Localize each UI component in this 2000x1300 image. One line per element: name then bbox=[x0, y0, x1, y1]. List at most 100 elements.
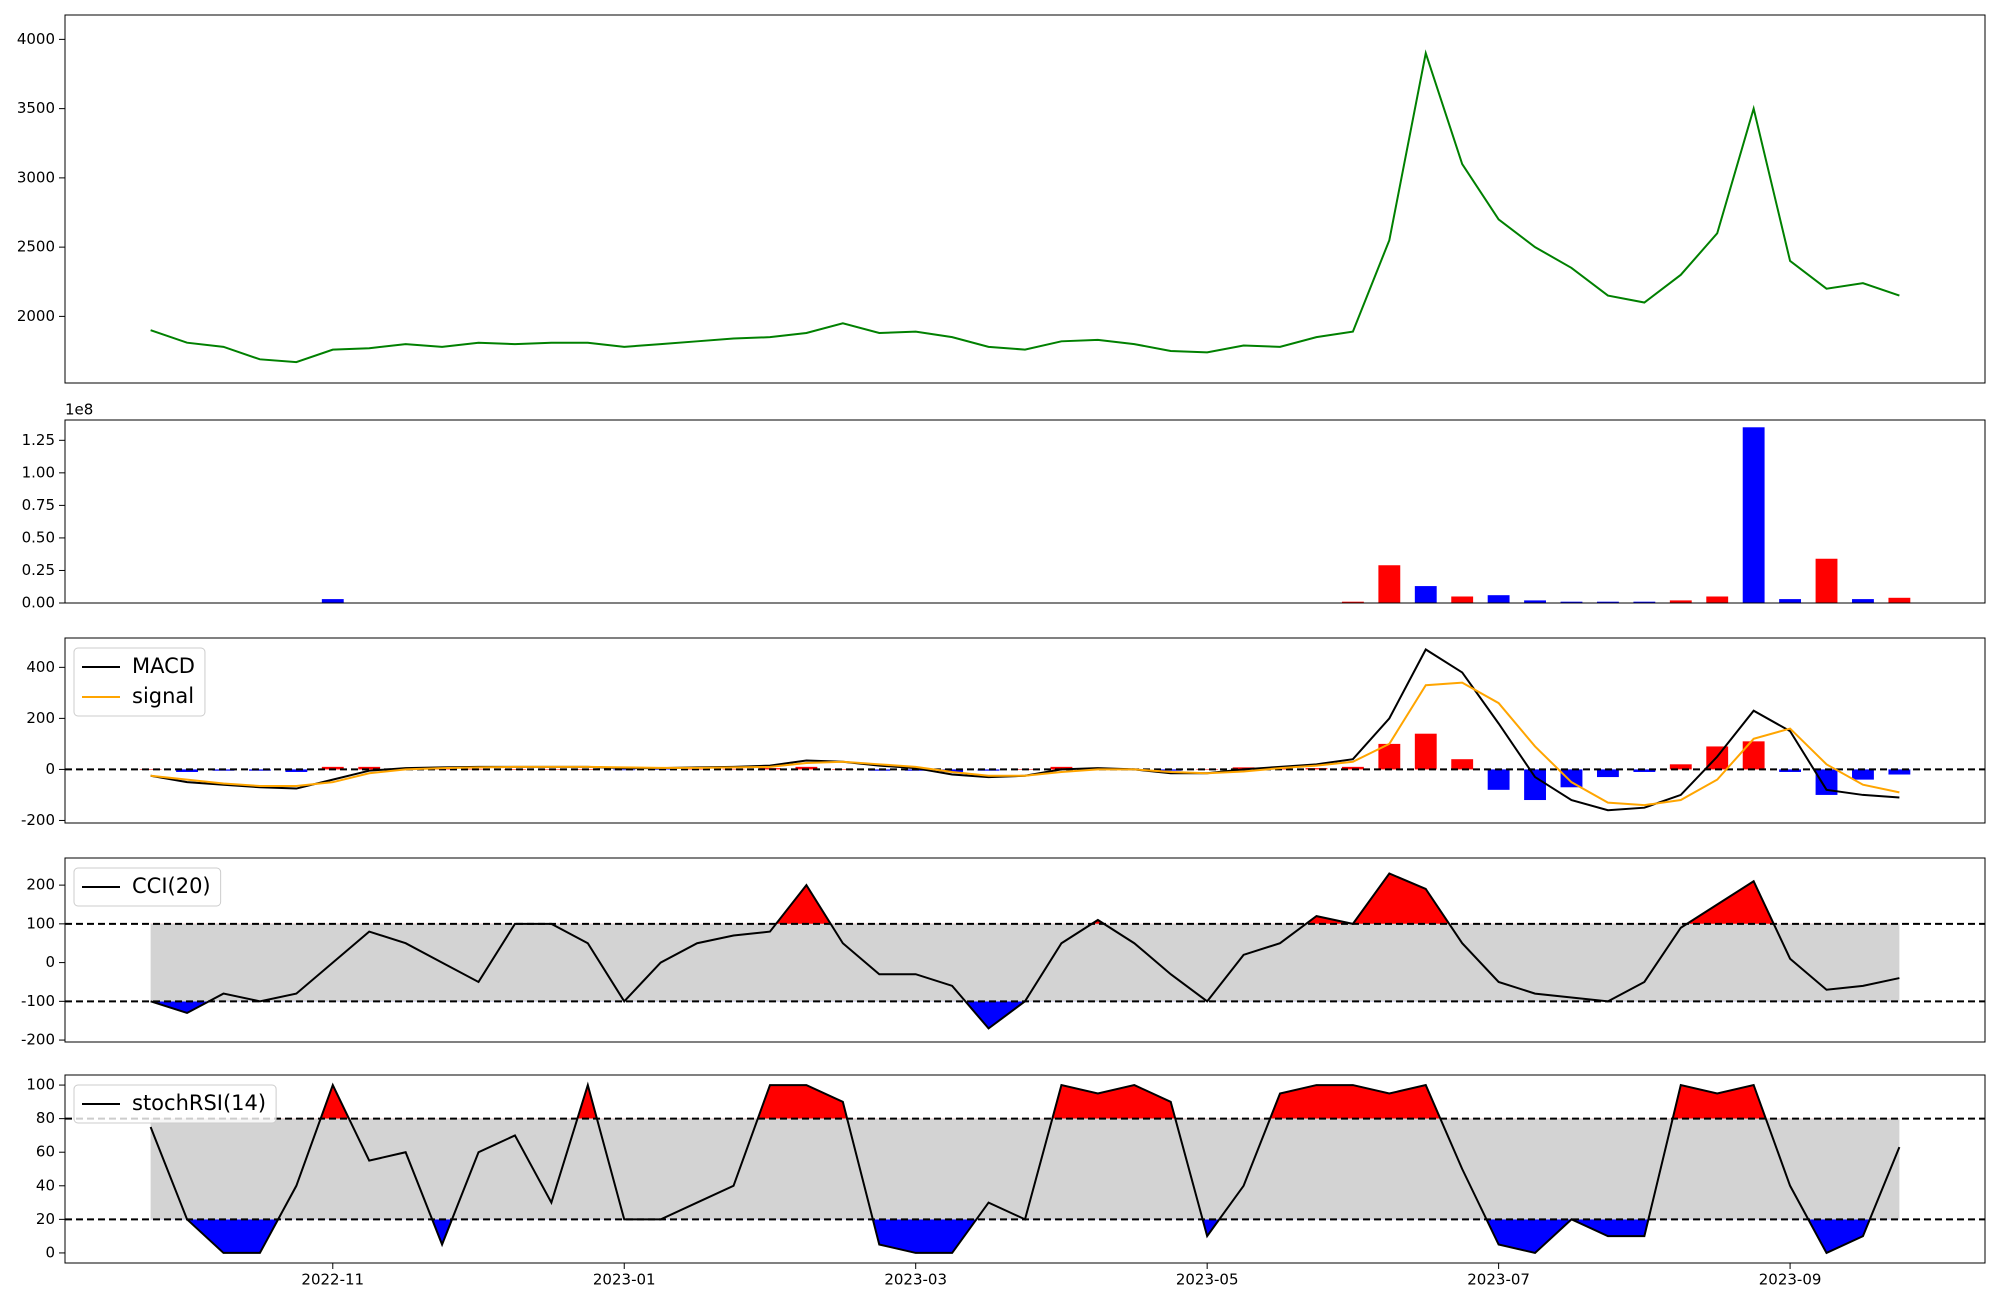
y-tick-label: 0 bbox=[45, 953, 55, 971]
oversold-fill bbox=[150, 1219, 1900, 1253]
x-tick-label: 2023-05 bbox=[1176, 1271, 1239, 1289]
y-tick-label: 3000 bbox=[17, 168, 55, 186]
legend-box bbox=[73, 1084, 277, 1124]
bar bbox=[977, 769, 1000, 771]
y-tick-label: -200 bbox=[21, 811, 55, 829]
bar bbox=[1487, 769, 1510, 790]
line bbox=[150, 49, 1900, 364]
y-tick-label: 4000 bbox=[17, 30, 55, 48]
y-tick-label: 3500 bbox=[17, 99, 55, 117]
bar bbox=[1852, 599, 1874, 603]
bar bbox=[1633, 601, 1656, 603]
bar bbox=[831, 769, 854, 770]
x-tick-label: 2023-01 bbox=[593, 1271, 656, 1289]
y-tick-label: 60 bbox=[36, 1143, 55, 1161]
y-tick-label: 0.00 bbox=[22, 594, 55, 612]
bar bbox=[1815, 769, 1838, 795]
bar bbox=[321, 599, 344, 603]
line bbox=[150, 648, 1900, 812]
x-tick-label: 2022-11 bbox=[301, 1271, 364, 1289]
bar bbox=[1852, 769, 1874, 780]
plot-frame bbox=[64, 637, 1986, 824]
bar bbox=[1560, 601, 1583, 603]
y-tick-label: 80 bbox=[36, 1109, 55, 1127]
bar bbox=[176, 769, 198, 772]
bar bbox=[321, 766, 344, 770]
bar bbox=[1232, 767, 1255, 770]
y-tick-label: 100 bbox=[26, 1076, 55, 1094]
legend-box bbox=[73, 867, 222, 907]
bar bbox=[1596, 769, 1619, 778]
bar bbox=[1341, 766, 1364, 770]
bar bbox=[1451, 759, 1474, 770]
bar bbox=[139, 769, 162, 770]
bar bbox=[1378, 743, 1401, 770]
bar bbox=[795, 766, 818, 770]
bar bbox=[1341, 601, 1364, 603]
bar bbox=[1378, 565, 1401, 603]
legend-label: stochRSI(14) bbox=[132, 1091, 266, 1115]
y-tick-label: 20 bbox=[36, 1210, 55, 1228]
legend-label: MACD bbox=[132, 654, 195, 678]
bar bbox=[1888, 769, 1911, 775]
overbought-fill bbox=[150, 873, 1900, 924]
band bbox=[150, 923, 1900, 1002]
bar bbox=[1888, 597, 1911, 603]
bar bbox=[248, 769, 271, 771]
bar bbox=[1742, 741, 1765, 770]
y-tick-label: 0.25 bbox=[22, 561, 55, 579]
bar bbox=[1596, 601, 1619, 603]
y-tick-label: 400 bbox=[26, 658, 55, 676]
bar bbox=[1050, 766, 1073, 770]
bar bbox=[358, 766, 381, 770]
overbought-fill bbox=[150, 1085, 1900, 1119]
y-tick-label: 40 bbox=[36, 1176, 55, 1194]
line bbox=[149, 1081, 1901, 1255]
bar bbox=[1524, 600, 1546, 603]
line bbox=[150, 681, 1900, 807]
y-tick-label: 0 bbox=[45, 760, 55, 778]
axis-offset-label: 1e8 bbox=[65, 401, 93, 419]
plot-frame bbox=[64, 857, 1986, 1043]
bar bbox=[1487, 595, 1510, 603]
x-tick-label: 2023-09 bbox=[1759, 1271, 1822, 1289]
bar bbox=[285, 769, 308, 772]
y-tick-label: 0.50 bbox=[22, 528, 55, 546]
bar bbox=[1451, 596, 1474, 603]
bar bbox=[1779, 769, 1802, 772]
x-tick-label: 2023-03 bbox=[884, 1271, 947, 1289]
y-tick-label: 200 bbox=[26, 876, 55, 894]
bar bbox=[1633, 769, 1656, 772]
bar bbox=[1742, 427, 1765, 603]
y-tick-label: 2000 bbox=[17, 307, 55, 325]
bar bbox=[1669, 600, 1692, 603]
band bbox=[150, 1118, 1900, 1220]
line bbox=[150, 872, 1900, 1030]
bar bbox=[1669, 764, 1692, 770]
bar bbox=[1706, 596, 1729, 603]
y-tick-label: 1.00 bbox=[22, 463, 55, 481]
y-tick-label: 0.75 bbox=[22, 496, 55, 514]
legend-label: signal bbox=[132, 684, 194, 708]
x-tick-label: 2023-07 bbox=[1467, 1271, 1530, 1289]
bar bbox=[941, 769, 964, 772]
bar bbox=[1815, 558, 1838, 603]
plot-frame bbox=[64, 14, 1986, 384]
bar bbox=[1414, 586, 1437, 603]
y-tick-label: 0 bbox=[45, 1243, 55, 1261]
legend-box bbox=[73, 647, 206, 717]
y-tick-label: 200 bbox=[26, 709, 55, 727]
bar bbox=[1524, 769, 1546, 801]
bar bbox=[613, 769, 636, 771]
plot-frame bbox=[64, 419, 1986, 604]
bar bbox=[1779, 599, 1802, 603]
bar bbox=[1305, 768, 1328, 770]
bar bbox=[504, 769, 526, 770]
y-tick-label: 100 bbox=[26, 914, 55, 932]
bar bbox=[1414, 733, 1437, 770]
plot-frame bbox=[64, 1074, 1986, 1264]
y-tick-label: 1.25 bbox=[22, 431, 55, 449]
bar bbox=[1560, 769, 1583, 788]
bar bbox=[1196, 769, 1219, 770]
